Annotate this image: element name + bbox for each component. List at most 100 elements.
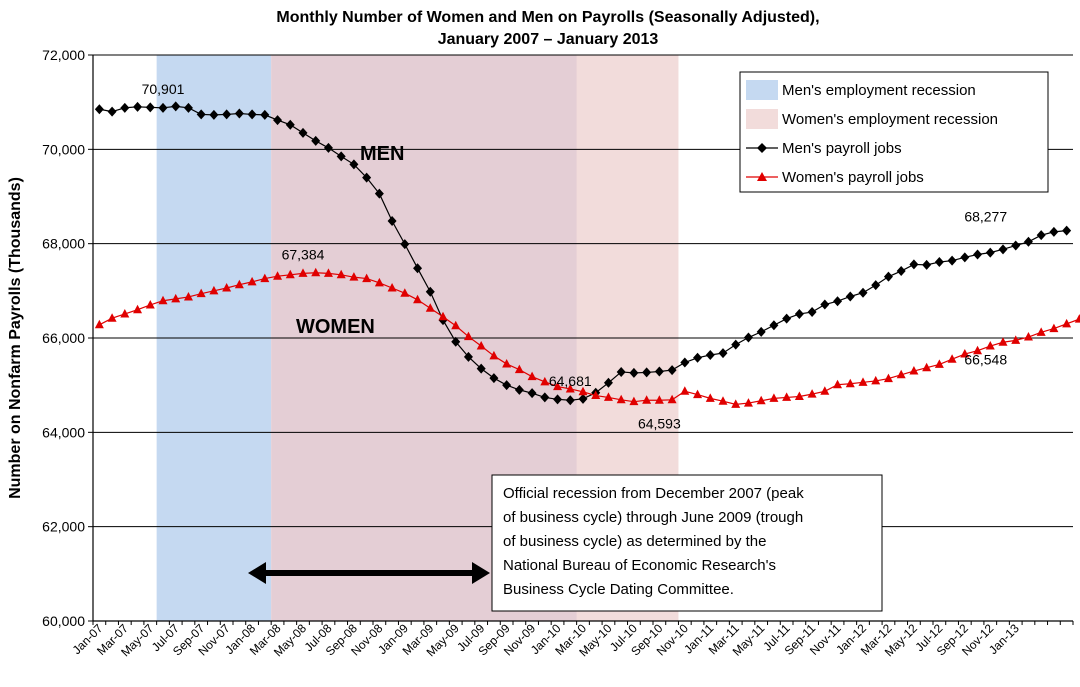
recession-note: Official recession from December 2007 (p… — [491, 474, 883, 612]
y-axis-label: Number on Nonfarm Payrolls (Thousands) — [7, 177, 24, 499]
legend-marker-women — [757, 172, 767, 181]
data-point — [680, 357, 690, 368]
data-point — [985, 247, 995, 258]
data-point — [311, 135, 321, 146]
data-point — [680, 386, 690, 395]
data-point — [603, 377, 613, 388]
legend-label-men: Men's payroll jobs — [782, 140, 902, 157]
arrow-head-left — [248, 562, 266, 584]
data-point — [858, 377, 868, 386]
data-point — [260, 273, 270, 283]
legend-label-women-recession: Women's employment recession — [782, 111, 998, 128]
data-point — [1049, 323, 1059, 333]
data-point — [145, 299, 155, 309]
data-point — [807, 307, 817, 318]
data-point — [909, 366, 919, 375]
data-point — [247, 109, 257, 120]
y-tick-label: 62,000 — [42, 519, 85, 535]
data-point — [858, 287, 868, 298]
data-point — [705, 393, 715, 402]
data-point — [527, 371, 537, 381]
data-point — [616, 394, 626, 404]
data-point — [120, 308, 130, 318]
data-point — [1036, 327, 1046, 336]
data-point — [1011, 335, 1021, 344]
callout-label: 64,681 — [549, 373, 592, 389]
data-point — [1036, 230, 1046, 241]
data-point — [540, 376, 550, 386]
data-point — [514, 384, 524, 395]
data-point — [743, 332, 753, 343]
data-point — [553, 394, 563, 405]
data-point — [654, 366, 664, 377]
data-point — [934, 359, 944, 368]
data-point — [883, 373, 893, 383]
legend-label-men-recession: Men's employment recession — [782, 82, 976, 99]
data-point — [578, 393, 588, 404]
data-point — [209, 285, 219, 295]
data-point — [756, 326, 766, 337]
data-point — [871, 375, 881, 385]
callout-label: 64,593 — [638, 415, 681, 431]
data-point — [273, 115, 283, 126]
official-recession-arrow — [248, 562, 490, 584]
data-point — [705, 349, 715, 360]
series-lines — [94, 101, 1080, 408]
legend-box — [739, 71, 1049, 193]
data-point — [731, 399, 741, 408]
data-point — [489, 373, 499, 384]
data-point — [133, 304, 143, 314]
data-point — [820, 299, 830, 310]
data-point — [718, 348, 728, 359]
data-point — [323, 268, 333, 277]
data-point — [413, 263, 423, 274]
data-point — [565, 395, 575, 406]
x-axis-ticks: Jan-07Mar-07May-07Jul-07Sep-07Nov-07Jan-… — [70, 621, 1074, 659]
data-point — [553, 381, 563, 391]
series-1 — [94, 267, 1080, 408]
data-point — [94, 319, 104, 329]
data-point — [413, 294, 423, 304]
data-point — [947, 255, 957, 266]
women-series-tag: WOMEN — [296, 316, 375, 338]
data-point — [425, 286, 435, 297]
callout-label: 67,384 — [282, 246, 325, 262]
data-point — [234, 279, 244, 289]
data-point — [1062, 225, 1072, 236]
data-point — [209, 109, 219, 120]
legend-marker-men — [757, 143, 767, 153]
data-point — [807, 389, 817, 398]
data-point — [514, 364, 524, 374]
data-point — [743, 398, 753, 407]
data-point — [565, 383, 575, 393]
y-axis-ticks: 60,000 62,000 64,000 66,000 68,000 70,000 72,0… — [42, 47, 93, 629]
data-point — [667, 394, 677, 404]
data-point — [463, 331, 473, 341]
data-point — [896, 266, 906, 277]
data-point — [693, 352, 703, 363]
data-point — [183, 102, 193, 113]
data-point — [1023, 332, 1033, 341]
chart-title: Monthly Number of Women and Men on Payro… — [276, 9, 819, 48]
note-line-5: Business Cycle Dating Committee. — [503, 581, 734, 598]
data-point — [400, 288, 410, 297]
data-point — [476, 363, 486, 374]
data-point — [489, 350, 499, 360]
data-point — [731, 339, 741, 350]
data-point — [833, 379, 843, 389]
data-point — [985, 341, 995, 350]
data-point — [782, 313, 792, 324]
data-point — [311, 267, 321, 277]
data-point — [1023, 236, 1033, 247]
note-line-1: Official recession from December 2007 (p… — [503, 485, 804, 502]
data-point — [934, 257, 944, 268]
data-point — [476, 341, 486, 350]
data-point — [171, 293, 181, 303]
data-point — [973, 345, 983, 355]
data-point — [120, 102, 130, 113]
data-point — [1062, 318, 1072, 328]
data-point — [387, 216, 397, 227]
data-point — [782, 392, 792, 401]
data-point — [463, 351, 473, 362]
note-line-4: National Bureau of Economic Research's — [503, 557, 776, 574]
